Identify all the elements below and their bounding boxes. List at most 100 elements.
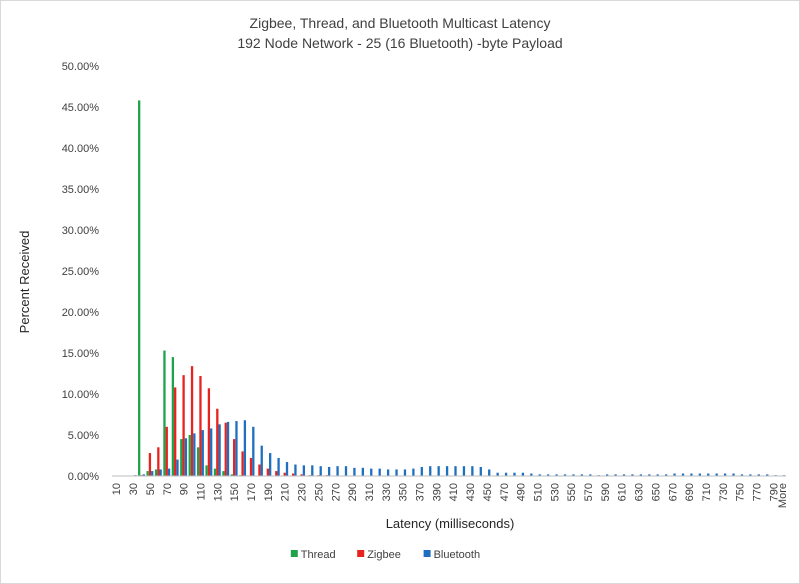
x-tick-label: 230 xyxy=(297,483,309,501)
bar-bluetooth xyxy=(572,474,575,476)
bar-zigbee xyxy=(165,426,168,476)
x-tick-label: 590 xyxy=(600,483,612,501)
bar-bluetooth xyxy=(344,466,348,476)
x-tick-label: 10 xyxy=(111,483,123,495)
bar-thread xyxy=(146,471,149,476)
bar-bluetooth xyxy=(319,466,322,476)
bar-thread xyxy=(163,350,166,476)
legend-swatch-bluetooth xyxy=(423,550,431,557)
bar-bluetooth xyxy=(420,466,423,476)
y-axis-title: Percent Received xyxy=(17,231,32,334)
bar-zigbee xyxy=(233,439,236,476)
bar-bluetooth xyxy=(530,473,533,476)
x-tick-label: 310 xyxy=(364,483,376,501)
x-tick-label: 490 xyxy=(516,483,528,501)
x-tick-label: 670 xyxy=(667,483,679,501)
bar-bluetooth xyxy=(151,471,154,476)
x-tick-label: 430 xyxy=(465,483,477,501)
x-tick-label: 610 xyxy=(617,483,629,501)
bar-zigbee xyxy=(207,388,211,476)
x-tick-label: 30 xyxy=(128,483,140,495)
bar-bluetooth xyxy=(648,474,651,476)
x-axis-tick-labels: 10 30 50 70 90 110 130 150 170 190 210 230 250 270 290… xyxy=(111,483,789,508)
bar-bluetooth xyxy=(269,453,272,476)
legend: Thread Zigbee Bluetooth xyxy=(290,549,480,561)
x-tick-label: 530 xyxy=(549,483,561,501)
bar-bluetooth xyxy=(167,468,171,476)
legend-swatch-thread xyxy=(290,550,298,557)
bar-bluetooth xyxy=(462,466,466,476)
bar-bluetooth xyxy=(547,474,550,476)
x-tick-label: 710 xyxy=(701,483,713,501)
bar-thread xyxy=(188,435,191,476)
x-tick-label: 290 xyxy=(347,483,359,501)
x-tick-label: 350 xyxy=(398,483,410,501)
bar-zigbee xyxy=(249,457,253,476)
bar-zigbee xyxy=(174,387,177,476)
x-tick-label: 630 xyxy=(634,483,646,501)
x-tick-label: 190 xyxy=(263,483,275,501)
bar-bluetooth xyxy=(184,438,188,476)
x-tick-label: 270 xyxy=(330,483,342,501)
y-tick-label: 30.00% xyxy=(62,225,100,237)
x-tick-label: 70 xyxy=(162,483,174,495)
bar-bluetooth xyxy=(749,474,752,476)
x-tick-label: 170 xyxy=(246,483,258,501)
bar-bluetooth xyxy=(294,464,297,476)
bar-series-group xyxy=(134,100,786,476)
x-tick-label: 770 xyxy=(752,483,764,501)
bar-bluetooth xyxy=(740,474,744,476)
bar-bluetooth xyxy=(521,472,525,476)
x-tick-label: 210 xyxy=(280,483,292,501)
bar-bluetooth xyxy=(513,472,516,476)
bar-zigbee xyxy=(300,474,303,476)
bar-bluetooth xyxy=(403,469,407,476)
bar-zigbee xyxy=(199,375,202,476)
bar-bluetooth xyxy=(142,474,145,476)
bar-zigbee xyxy=(157,447,160,476)
bar-thread xyxy=(230,474,234,476)
y-axis-tick-labels: 0.00% 5.00% 10.00% 15.00% 20.00% 25.00% 30.00%… xyxy=(62,61,100,483)
bar-bluetooth xyxy=(302,465,306,476)
bar-zigbee xyxy=(216,408,219,476)
bar-bluetooth xyxy=(311,465,314,476)
bar-thread xyxy=(154,469,158,476)
bar-bluetooth xyxy=(707,473,710,476)
bar-bluetooth xyxy=(218,424,221,476)
bar-zigbee xyxy=(224,422,227,476)
chart-subtitle: 192 Node Network - 25 (16 Bluetooth) -by… xyxy=(237,35,562,51)
y-tick-label: 40.00% xyxy=(62,143,100,155)
bar-thread xyxy=(205,465,208,476)
bar-bluetooth xyxy=(327,466,331,476)
bar-bluetooth xyxy=(504,472,508,476)
bar-bluetooth xyxy=(606,474,609,476)
x-tick-label: 330 xyxy=(381,483,393,501)
bar-thread xyxy=(138,100,141,476)
bar-thread xyxy=(213,468,217,476)
x-tick-label: More xyxy=(777,483,789,508)
bar-bluetooth xyxy=(370,468,373,476)
x-tick-label: 450 xyxy=(482,483,494,501)
bar-bluetooth xyxy=(622,474,626,476)
x-tick-label: 790 xyxy=(768,483,780,501)
bar-thread xyxy=(222,471,225,476)
x-tick-label: 370 xyxy=(415,483,427,501)
x-tick-label: 110 xyxy=(195,483,207,501)
x-tick-label: 130 xyxy=(212,483,224,501)
bar-thread xyxy=(180,439,183,476)
y-tick-label: 15.00% xyxy=(62,348,100,360)
bar-bluetooth xyxy=(176,459,179,476)
legend-swatch-zigbee xyxy=(357,550,365,557)
bar-bluetooth xyxy=(429,466,432,476)
bar-bluetooth xyxy=(445,466,449,476)
bar-bluetooth xyxy=(193,433,196,476)
x-axis-title: Latency (milliseconds) xyxy=(386,516,515,531)
legend-label-zigbee: Zigbee xyxy=(367,549,401,561)
y-tick-label: 35.00% xyxy=(62,184,100,196)
bar-zigbee xyxy=(266,468,270,476)
y-tick-label: 25.00% xyxy=(62,266,100,278)
bar-bluetooth xyxy=(766,474,769,476)
bar-bluetooth xyxy=(563,474,567,476)
